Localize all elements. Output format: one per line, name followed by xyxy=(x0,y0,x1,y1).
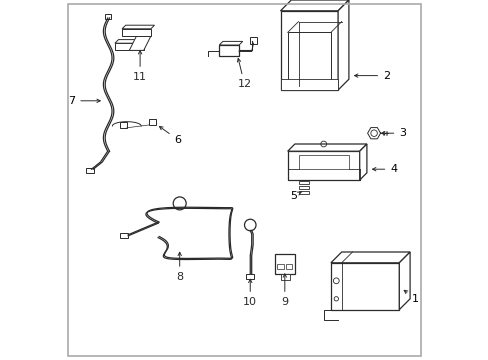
Text: 9: 9 xyxy=(281,274,288,307)
Text: 3: 3 xyxy=(381,128,406,138)
Polygon shape xyxy=(122,29,151,36)
Bar xyxy=(219,45,239,56)
Polygon shape xyxy=(280,11,337,90)
Bar xyxy=(120,233,128,238)
Bar xyxy=(298,186,308,189)
Polygon shape xyxy=(219,41,242,45)
Polygon shape xyxy=(122,25,154,29)
Polygon shape xyxy=(359,144,366,180)
Polygon shape xyxy=(287,144,366,151)
Text: 5: 5 xyxy=(289,191,301,201)
Text: 11: 11 xyxy=(133,51,147,82)
Bar xyxy=(280,274,289,280)
Bar xyxy=(104,14,111,19)
Bar xyxy=(275,254,294,274)
Bar xyxy=(298,181,308,184)
Bar xyxy=(249,37,257,44)
Polygon shape xyxy=(129,36,151,50)
Polygon shape xyxy=(115,43,143,50)
Bar xyxy=(285,264,292,269)
Polygon shape xyxy=(330,252,409,263)
Bar xyxy=(149,119,155,125)
Polygon shape xyxy=(399,252,409,310)
Bar xyxy=(298,191,308,194)
Bar xyxy=(120,122,126,128)
Text: 12: 12 xyxy=(237,58,251,89)
Text: 8: 8 xyxy=(176,252,183,282)
Text: 2: 2 xyxy=(354,71,389,81)
Polygon shape xyxy=(330,263,399,310)
Polygon shape xyxy=(287,32,330,86)
Bar xyxy=(86,168,94,173)
Polygon shape xyxy=(298,155,348,169)
Polygon shape xyxy=(280,0,348,11)
Text: 10: 10 xyxy=(243,279,257,307)
Text: 4: 4 xyxy=(372,164,397,174)
Polygon shape xyxy=(280,79,337,90)
Polygon shape xyxy=(287,151,359,180)
Text: 1: 1 xyxy=(404,290,418,304)
Bar xyxy=(246,274,254,279)
Polygon shape xyxy=(115,40,147,43)
Polygon shape xyxy=(337,0,348,90)
Text: 7: 7 xyxy=(68,96,100,106)
Bar xyxy=(277,264,283,269)
Text: 6: 6 xyxy=(159,126,181,145)
